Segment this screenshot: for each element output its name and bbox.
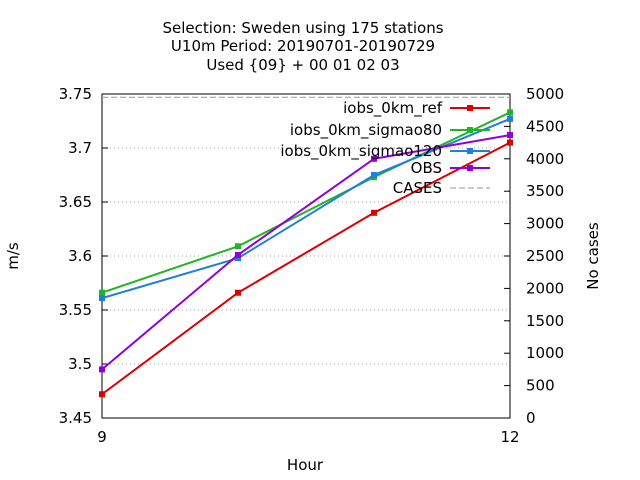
data-point xyxy=(507,115,513,122)
legend-label: iobs_0km_sigmao80 xyxy=(290,121,442,140)
y2-axis-label: No cases xyxy=(584,222,602,290)
legend-marker xyxy=(467,105,473,111)
title-line-3: Used {09} + 00 01 02 03 xyxy=(206,56,399,74)
x-tick-label: 12 xyxy=(500,428,519,446)
data-point xyxy=(371,155,377,162)
legend-label: iobs_0km_ref xyxy=(343,99,443,118)
x-axis-ticks: 9 12 xyxy=(97,412,520,446)
y2-tick-label: 1000 xyxy=(526,344,564,362)
series-line xyxy=(101,111,511,294)
x-tick-label: 9 xyxy=(97,428,107,446)
data-point xyxy=(99,366,105,373)
data-point xyxy=(235,251,241,258)
y2-tick-label: 2500 xyxy=(526,247,564,265)
legend-entry: OBS xyxy=(411,159,490,177)
data-point xyxy=(507,109,513,116)
y2-tick-label: 4500 xyxy=(526,117,564,135)
y2-tick-label: 3500 xyxy=(526,182,564,200)
chart-title: Selection: Sweden using 175 stations U10… xyxy=(162,19,443,74)
legend-entry: iobs_0km_sigmao80 xyxy=(290,121,490,140)
gridlines xyxy=(102,147,510,365)
y-tick-label: 3.55 xyxy=(59,301,92,319)
y-tick-label: 3.5 xyxy=(68,355,92,373)
data-point xyxy=(507,132,513,139)
data-point xyxy=(99,289,105,296)
series-line xyxy=(101,141,511,396)
legend-label: iobs_0km_sigmao120 xyxy=(280,142,442,161)
data-point xyxy=(99,391,105,398)
series-line xyxy=(101,134,511,371)
title-line-1: Selection: Sweden using 175 stations xyxy=(162,19,443,37)
series-iobs_0km_ref xyxy=(99,139,513,398)
y2-tick-label: 4000 xyxy=(526,150,564,168)
x-axis-label: Hour xyxy=(287,456,324,474)
y-tick-label: 3.7 xyxy=(68,139,92,157)
y-tick-label: 3.45 xyxy=(59,409,92,427)
y2-tick-label: 3000 xyxy=(526,215,564,233)
y2-axis-ticks: 0 500 1000 1500 2000 2500 3000 3500 4000 4500 5000 xyxy=(504,85,564,427)
legend-entry: iobs_0km_sigmao120 xyxy=(280,142,490,161)
series-OBS xyxy=(99,132,513,373)
y2-tick-label: 2000 xyxy=(526,279,564,297)
legend-entry: CASES xyxy=(393,179,490,197)
legend: iobs_0km_ref iobs_0km_sigmao80 iobs_0km_si… xyxy=(280,99,490,197)
legend-entry: iobs_0km_ref xyxy=(343,99,490,118)
y-axis-label: m/s xyxy=(4,242,22,270)
data-point xyxy=(99,295,105,302)
y2-tick-label: 1500 xyxy=(526,312,564,330)
title-line-2: U10m Period: 20190701-20190729 xyxy=(171,37,435,55)
y2-tick-label: 5000 xyxy=(526,85,564,103)
y2-tick-label: 0 xyxy=(526,409,536,427)
y-tick-label: 3.75 xyxy=(59,85,92,103)
legend-marker xyxy=(467,127,473,133)
y-tick-label: 3.65 xyxy=(59,193,92,211)
series-layer xyxy=(99,96,513,398)
data-point xyxy=(371,172,377,178)
y2-tick-label: 500 xyxy=(526,377,555,395)
data-point xyxy=(235,255,241,262)
data-point xyxy=(235,243,241,250)
legend-marker xyxy=(467,148,473,154)
data-point xyxy=(235,289,241,296)
legend-marker xyxy=(467,165,473,171)
legend-label: CASES xyxy=(393,179,442,197)
y-tick-label: 3.6 xyxy=(68,247,92,265)
y-axis-ticks: 3.45 3.5 3.55 3.6 3.65 3.7 3.75 xyxy=(59,85,108,427)
data-point xyxy=(507,139,513,146)
data-point xyxy=(371,209,377,216)
legend-label: OBS xyxy=(411,159,442,177)
